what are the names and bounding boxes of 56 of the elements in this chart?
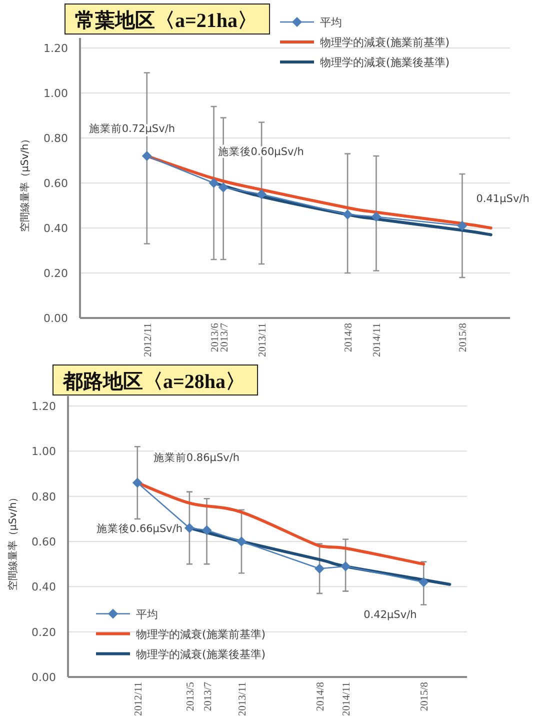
- x-tick-label: 2014/8: [316, 682, 327, 712]
- y-tick-label: 1.20: [44, 42, 68, 55]
- annotation: 0.41μSv/h: [476, 192, 530, 205]
- legend-label: 平均: [320, 16, 342, 29]
- y-tick-label: 0.00: [44, 312, 68, 325]
- point: [342, 210, 353, 220]
- point: [457, 220, 468, 231]
- x-tick-label: 2014/8: [344, 323, 355, 352]
- y-tick-label: 0.60: [32, 536, 56, 548]
- x-tick-label: 2012/11: [142, 323, 154, 358]
- legend-label: 物理学的減衰(施業後基準): [136, 648, 266, 661]
- x-tick-label: 2013/7: [202, 682, 214, 712]
- x-tick-label: 2013/11: [258, 323, 269, 358]
- x-tick-label: 2012/11: [133, 682, 144, 716]
- point: [418, 577, 429, 588]
- point: [236, 536, 246, 546]
- x-tick-label: 2013/5: [185, 682, 196, 712]
- x-tick-label: 2014/11: [372, 323, 384, 358]
- point: [132, 478, 142, 488]
- annotation: 施業前0.86μSv/h: [153, 450, 240, 464]
- x-tick-label: 2013/6: [210, 323, 221, 352]
- point: [218, 182, 228, 192]
- y-tick-label: 0.20: [32, 626, 56, 639]
- x-tick-label: 2015/8: [458, 323, 470, 352]
- x-tick-label: 2013/7: [219, 323, 230, 352]
- legend-label: 物理学的減衰(施業後基準): [320, 56, 450, 69]
- legend-label: 物理学的減衰(施業前基準): [136, 628, 266, 641]
- y-tick-label: 0.40: [32, 580, 56, 594]
- chart-title: 都路地区〈a=28ha〉: [62, 371, 246, 393]
- x-tick-label: 2013/11: [237, 682, 248, 716]
- point: [340, 561, 351, 572]
- y-tick-label: 0.80: [44, 132, 68, 145]
- y-axis-title: 空間線量率（μSv/h）: [19, 134, 31, 232]
- point: [256, 189, 267, 200]
- annotation: 施業後0.66μSv/h: [96, 522, 183, 535]
- y-axis-title: 空間線量率（μSv/h）: [7, 492, 19, 591]
- y-tick-label: 0.20: [44, 267, 68, 280]
- point: [371, 212, 382, 222]
- point: [142, 151, 152, 161]
- chart-title: 常葉地区〈a=21ha〉: [75, 10, 258, 32]
- legend-label: 物理学的減衰(施業前基準): [320, 36, 450, 49]
- point: [314, 564, 325, 574]
- point: [202, 525, 212, 536]
- legend-label: 平均: [136, 608, 158, 621]
- y-tick-label: 0.80: [32, 490, 56, 504]
- annotation: 0.42μSv/h: [364, 609, 417, 622]
- y-tick-label: 0.40: [44, 222, 68, 235]
- y-tick-label: 0.00: [32, 671, 56, 684]
- point: [184, 522, 194, 533]
- y-tick-label: 1.00: [32, 445, 56, 458]
- point: [208, 178, 219, 188]
- x-tick-label: 2014/11: [342, 682, 353, 716]
- y-tick-label: 1.00: [44, 87, 68, 100]
- y-tick-label: 0.60: [44, 177, 68, 190]
- y-tick-label: 1.20: [32, 400, 56, 413]
- x-tick-label: 2015/8: [420, 682, 431, 712]
